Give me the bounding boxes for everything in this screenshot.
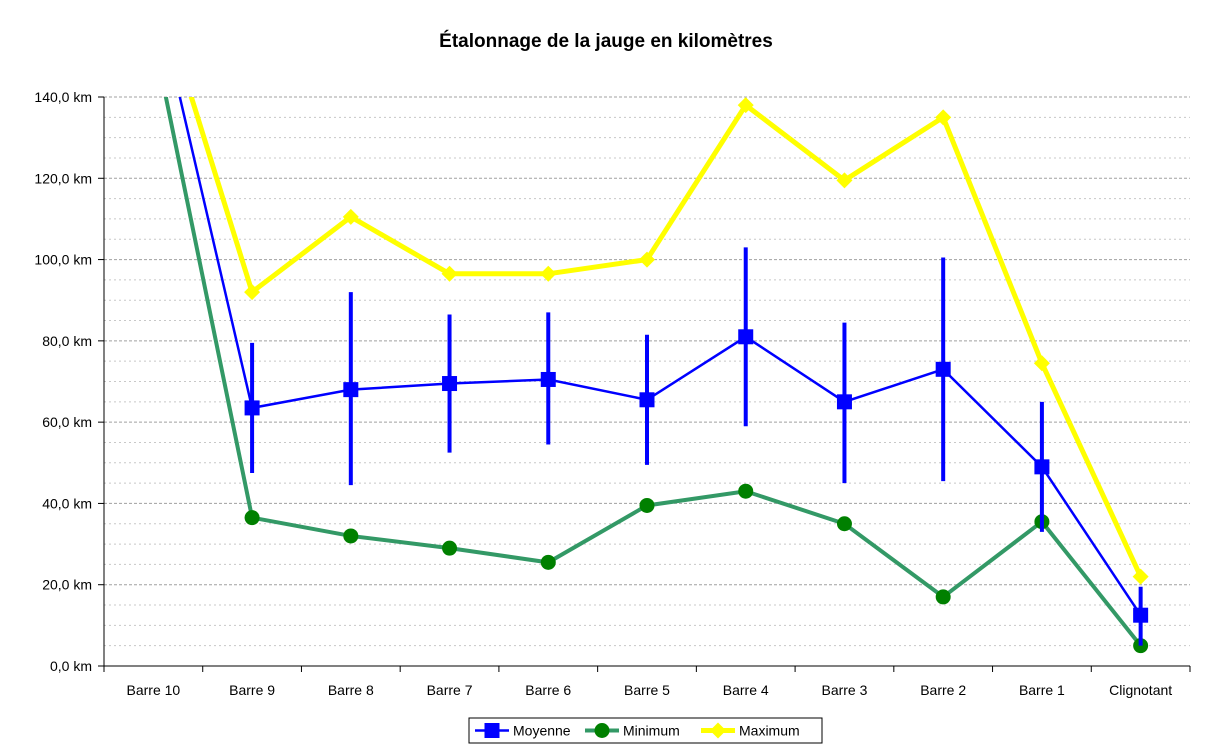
- data-point-minimum: [935, 589, 951, 605]
- x-tick-label: Barre 6: [525, 682, 571, 698]
- data-point-minimum: [836, 516, 852, 532]
- series-line-maximum: [188, 97, 1143, 578]
- x-tick-label: Barre 2: [920, 682, 966, 698]
- data-point-moyenne: [836, 394, 852, 410]
- data-point-moyenne: [1133, 607, 1149, 623]
- data-point-maximum: [441, 265, 458, 282]
- data-point-minimum: [343, 528, 359, 544]
- data-point-moyenne: [935, 361, 951, 377]
- data-point-maximum: [737, 97, 754, 114]
- data-point-moyenne: [639, 392, 655, 408]
- legend-swatch-marker-moyenne: [484, 723, 500, 738]
- y-tick-label: 40,0 km: [42, 495, 92, 511]
- data-point-minimum: [639, 497, 655, 513]
- axes: 0,0 km 20,0 km 40,0 km 60,0 km 80,0 km 100,0 …: [34, 89, 1191, 698]
- y-tick-label: 140,0 km: [34, 89, 92, 105]
- data-point-maximum: [1132, 568, 1149, 585]
- legend-swatch-marker-maximum: [710, 722, 726, 739]
- data-point-maximum: [1033, 355, 1050, 372]
- data-point-moyenne: [540, 371, 556, 387]
- plot-area: [163, 97, 1149, 654]
- x-tick-label: Barre 10: [127, 682, 181, 698]
- y-tick-label: 60,0 km: [42, 414, 92, 430]
- series-line-moyenne: [178, 97, 1142, 616]
- data-point-moyenne: [343, 382, 359, 398]
- x-tick-label: Clignotant: [1109, 682, 1172, 698]
- data-point-minimum: [244, 510, 260, 526]
- x-tick-label: Barre 9: [229, 682, 275, 698]
- x-tick-label: Barre 4: [723, 682, 769, 698]
- data-point-maximum: [342, 208, 359, 225]
- legend: Moyenne Minimum Maximum: [468, 717, 823, 744]
- y-tick-label: 20,0 km: [42, 577, 92, 593]
- data-point-minimum: [442, 540, 458, 556]
- legend-box: [468, 717, 823, 744]
- legend-label-minimum: Minimum: [623, 723, 680, 739]
- data-point-moyenne: [738, 329, 754, 345]
- data-point-minimum: [540, 554, 556, 570]
- data-point-maximum: [935, 109, 952, 126]
- data-point-maximum: [244, 284, 261, 301]
- x-tick-label: Barre 3: [821, 682, 867, 698]
- legend-label-maximum: Maximum: [739, 723, 800, 739]
- data-point-maximum: [836, 172, 853, 189]
- x-tick-label: Barre 5: [624, 682, 670, 698]
- legend-label-moyenne: Moyenne: [513, 723, 571, 739]
- x-tick-label: Barre 1: [1019, 682, 1065, 698]
- chart-title: Étalonnage de la jauge en kilomètres: [439, 30, 773, 52]
- y-tick-label: 100,0 km: [34, 252, 92, 268]
- x-tick-label: Barre 8: [328, 682, 374, 698]
- data-point-maximum: [540, 265, 557, 282]
- y-tick-label: 120,0 km: [34, 170, 92, 186]
- series-group: [163, 97, 1149, 654]
- data-point-moyenne: [442, 376, 458, 392]
- y-tick-label: 80,0 km: [42, 333, 92, 349]
- data-point-moyenne: [1034, 459, 1050, 475]
- y-tick-label: 0,0 km: [50, 658, 92, 674]
- x-tick-label: Barre 7: [427, 682, 473, 698]
- data-point-minimum: [738, 483, 754, 499]
- legend-swatch-marker-minimum: [594, 723, 610, 738]
- data-point-maximum: [639, 251, 655, 268]
- data-point-moyenne: [244, 400, 260, 416]
